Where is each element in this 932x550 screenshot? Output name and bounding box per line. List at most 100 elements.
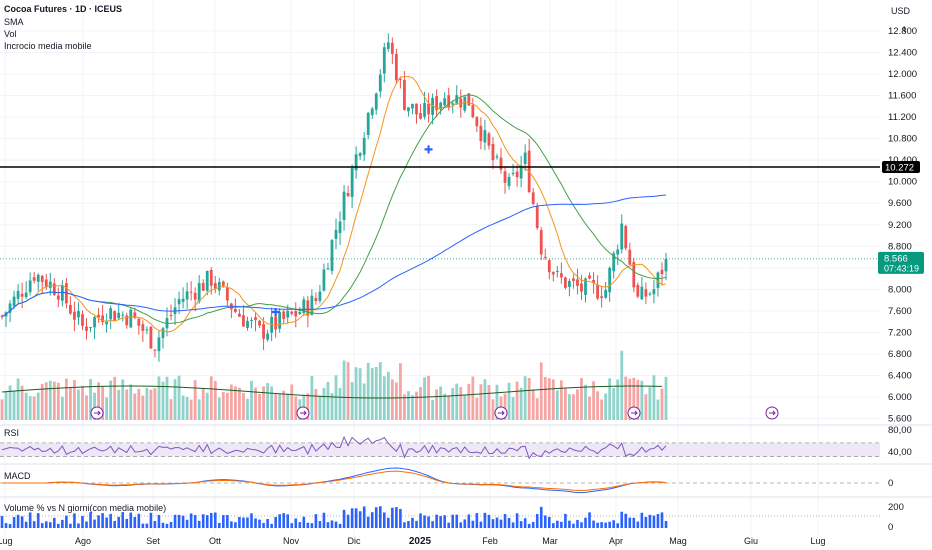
price-tick-label: 5.600 (888, 414, 912, 425)
volpct-bar (608, 521, 611, 528)
volume-bar (133, 393, 137, 420)
volume-bar (125, 389, 129, 420)
volpct-bar (129, 512, 133, 528)
candle-body (141, 324, 145, 331)
macd-signal-line (2, 470, 667, 492)
volpct-bar (471, 520, 475, 528)
time-tick-label: Feb (482, 536, 498, 546)
candle-body (531, 192, 535, 204)
candle-body (217, 281, 221, 291)
candle-body (394, 53, 398, 81)
volume-bar (543, 376, 547, 420)
volpct-bar (246, 517, 249, 528)
candle-body (648, 293, 652, 295)
candle-body (109, 308, 113, 320)
volpct-bar (89, 512, 92, 528)
indicator-vol-label[interactable]: Vol (4, 29, 17, 39)
volume-bar (443, 393, 447, 420)
indicator-ma-cross-label[interactable]: Incrocio media mobile (4, 41, 92, 51)
candle-body (36, 274, 40, 282)
macd-title[interactable]: MACD (4, 471, 31, 481)
volume-pct-title[interactable]: Volume % vs N giorni(con media mobile) (4, 503, 167, 513)
volume-bars (0, 350, 668, 420)
volpct-bar (427, 516, 430, 528)
volpct-bar (407, 521, 410, 528)
candle-body (519, 165, 523, 179)
volume-bar (604, 393, 608, 420)
volpct-bar (141, 523, 145, 528)
volume-bar (242, 393, 245, 420)
candle-body (407, 107, 410, 112)
volpct-bar (531, 521, 535, 528)
currency-label[interactable]: USD (891, 6, 911, 16)
volume-pct-pane (0, 496, 932, 528)
volume-bar (225, 392, 229, 420)
volume-bar (32, 396, 36, 420)
candle-body (459, 98, 463, 108)
volume-bar (205, 392, 209, 420)
volume-bar (596, 391, 599, 420)
volume-bar (48, 380, 52, 420)
volume-bar (475, 397, 479, 420)
event-arrow-icon (300, 410, 307, 416)
volpct-bar (383, 512, 386, 528)
volpct-bar (189, 513, 193, 528)
volume-bar (129, 384, 133, 420)
volume-bar (519, 387, 523, 420)
chart-title[interactable]: Cocoa Futures · 1D · ICEUS (4, 4, 123, 14)
volpct-bar (403, 522, 406, 528)
volpct-bar (527, 523, 531, 528)
candle-body (125, 315, 129, 326)
volume-bar (4, 391, 8, 420)
volpct-bar (354, 508, 358, 528)
volpct-bar (44, 521, 48, 528)
volume-bar (56, 382, 60, 420)
sma-fast-line (1, 76, 667, 333)
volume-bar (149, 389, 153, 420)
rsi-title[interactable]: RSI (4, 428, 20, 438)
volpct-bar (318, 521, 322, 528)
countdown-label: 07:43:19 (884, 263, 919, 273)
volpct-bar (97, 515, 100, 528)
volpct-bar (230, 521, 233, 528)
candle-body (572, 278, 575, 281)
volume-bar (467, 383, 471, 420)
price-axis[interactable]: 12.800 12.400 12.000 11.600 11.200 10.800 10.4… (888, 26, 917, 533)
candle-body (221, 281, 225, 286)
time-axis[interactable]: Lug Ago Set Ott Nov Dic 2025 Feb Mar Apr Mag Giu Lug (0, 536, 826, 547)
volpct-bar (644, 516, 648, 528)
volpct-bar (499, 519, 503, 528)
volume-bar (362, 383, 366, 420)
volpct-tick-label: 0 (888, 522, 893, 533)
rsi-band (0, 442, 880, 457)
candle-body (644, 289, 648, 297)
candle-body (69, 305, 72, 314)
volume-bar (451, 388, 455, 420)
candle-body (411, 103, 414, 109)
volume-bar (415, 391, 418, 420)
volume-bar (189, 399, 193, 420)
volume-bar (640, 380, 644, 420)
volume-bar (266, 383, 269, 420)
candle-body (451, 103, 455, 105)
volpct-bar (419, 513, 422, 528)
horizontal-line[interactable] (0, 166, 880, 260)
volume-bar (483, 379, 487, 420)
volpct-bar (40, 523, 44, 528)
volpct-bar (85, 521, 88, 528)
volpct-bar (258, 519, 261, 528)
volume-bar (69, 387, 72, 420)
price-tick-label: 8.800 (888, 241, 912, 252)
volume-bar (314, 388, 318, 420)
volume-bar (350, 382, 354, 420)
volume-bar (250, 380, 253, 420)
volpct-bar (145, 523, 149, 528)
volpct-bar (53, 517, 56, 528)
indicator-sma-label[interactable]: SMA (4, 17, 24, 27)
candle-body (612, 253, 616, 272)
volpct-bar (487, 514, 491, 528)
candle-body (576, 279, 579, 286)
volpct-bar (387, 517, 390, 528)
candle-body (511, 172, 515, 174)
candle-body (181, 298, 185, 302)
